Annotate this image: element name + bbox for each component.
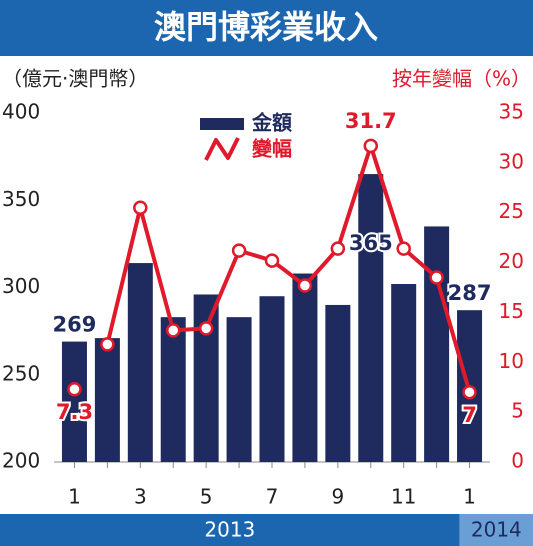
- y2-tick-label: 30: [499, 149, 524, 173]
- y-tick-label: 250: [2, 361, 40, 385]
- y-axis-label: （億元‧澳門幣）: [2, 67, 148, 91]
- y-tick-label: 300: [2, 274, 40, 298]
- bar: [61, 341, 87, 462]
- bar: [259, 296, 285, 462]
- bar: [325, 304, 351, 462]
- line-marker: [100, 337, 115, 352]
- bar: [226, 317, 252, 462]
- x-tick-label: 11: [391, 485, 416, 509]
- year-band: [459, 514, 533, 546]
- bar: [292, 273, 318, 462]
- legend-label: 變幅: [252, 137, 292, 161]
- y-tick-label: 200: [2, 449, 40, 473]
- line-marker: [396, 241, 411, 256]
- year-band: [0, 514, 460, 546]
- bar: [358, 174, 384, 462]
- x-tick-label: 1: [68, 485, 81, 509]
- x-tick-label: 5: [200, 485, 213, 509]
- chart-title: 澳門博彩業收入: [154, 8, 378, 46]
- line-marker: [231, 243, 247, 258]
- y2-tick-label: 5: [511, 399, 524, 423]
- line-marker: [67, 381, 82, 397]
- y2-axis-label: 按年變幅（%）: [392, 67, 531, 91]
- line-value-label: 7.3: [56, 400, 93, 424]
- year-label: 2013: [204, 518, 255, 542]
- line-marker: [363, 138, 379, 154]
- bar: [94, 338, 120, 462]
- y-tick-label: 350: [2, 187, 40, 211]
- legend-line-swatch: [204, 137, 240, 161]
- line: [105, 143, 472, 393]
- line-value-label: 31.7: [345, 109, 397, 133]
- bar: [193, 294, 219, 462]
- line-marker: [462, 384, 477, 400]
- title-bar: [0, 0, 533, 56]
- line-marker: [297, 278, 313, 293]
- x-tick-label: 7: [266, 485, 279, 509]
- y2-tick-label: 35: [499, 100, 524, 124]
- line-marker: [133, 200, 148, 215]
- line-value-label: 7: [462, 403, 477, 427]
- bar: [127, 263, 153, 462]
- line-marker: [198, 321, 214, 336]
- legend-label: 金額: [251, 111, 292, 135]
- y2-tick-label: 0: [511, 449, 524, 473]
- line-marker: [165, 323, 181, 338]
- bar: [160, 317, 186, 462]
- bar-value-label: 365: [349, 231, 393, 255]
- y-tick-label: 400: [2, 100, 40, 124]
- bar-value-label: 287: [448, 281, 492, 305]
- year-label: 2014: [471, 518, 522, 542]
- bar-value-label: 269: [53, 313, 97, 337]
- x-tick-label: 3: [134, 485, 147, 509]
- bar: [424, 226, 450, 462]
- line-marker: [264, 253, 280, 268]
- y2-tick-label: 25: [499, 199, 524, 223]
- line-marker: [429, 270, 444, 285]
- y2-tick-label: 10: [499, 349, 524, 373]
- y2-tick-label: 15: [499, 299, 524, 323]
- bar: [391, 284, 417, 462]
- y2-tick-label: 20: [499, 249, 524, 273]
- legend-bar-swatch: [200, 118, 244, 130]
- x-tick-label: 1: [463, 485, 476, 509]
- line-marker: [330, 241, 346, 256]
- x-tick-label: 9: [331, 485, 344, 509]
